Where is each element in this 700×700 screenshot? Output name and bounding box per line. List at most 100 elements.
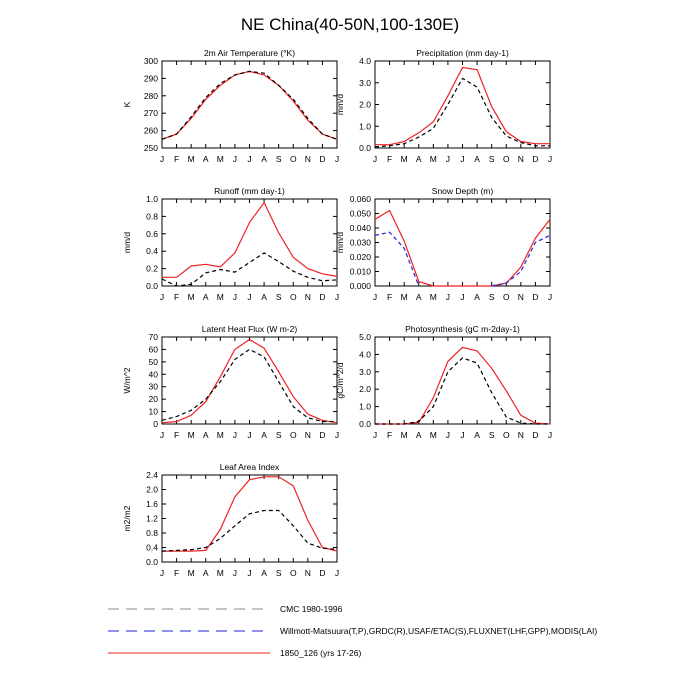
series-line-1 bbox=[161, 509, 338, 552]
x-tick-label: J bbox=[247, 292, 251, 302]
y-tick-label: 0.030 bbox=[350, 238, 372, 248]
y-tick-label: 0.6 bbox=[146, 229, 158, 239]
plot-frame bbox=[374, 60, 551, 149]
plot-frame bbox=[161, 198, 338, 287]
chart-panel-0: 2m Air Temperature (°K) K 250 260 270 280 290 3… bbox=[122, 48, 339, 164]
x-tick-label: M bbox=[401, 154, 408, 164]
y-tick-label: 50 bbox=[149, 357, 159, 367]
chart-panel-1: Precipitation (mm day-1) mm/d 0.0 1.0 2.0 3.0… bbox=[335, 48, 552, 164]
x-tick-label: A bbox=[203, 154, 209, 164]
chart-title: 2m Air Temperature (°K) bbox=[204, 48, 295, 58]
x-tick-label: N bbox=[518, 292, 524, 302]
chart-title: Precipitation (mm day-1) bbox=[416, 48, 509, 58]
y-tick-label: 60 bbox=[149, 344, 159, 354]
x-tick-label: A bbox=[203, 568, 209, 578]
series-line-0 bbox=[374, 209, 551, 287]
y-tick-label: 70 bbox=[149, 332, 159, 342]
x-tick-label: J bbox=[373, 430, 377, 440]
x-tick-label: J bbox=[446, 154, 450, 164]
y-tick-label: 1.0 bbox=[146, 194, 158, 204]
x-tick-label: M bbox=[188, 568, 195, 578]
x-tick-label: A bbox=[474, 154, 480, 164]
y-tick-label: 280 bbox=[144, 91, 158, 101]
x-tick-label: S bbox=[489, 430, 495, 440]
y-tick-label: 5.0 bbox=[359, 332, 371, 342]
x-tick-label: J bbox=[233, 430, 237, 440]
x-tick-label: F bbox=[174, 430, 179, 440]
x-tick-label: J bbox=[446, 430, 450, 440]
x-tick-label: J bbox=[335, 154, 339, 164]
x-tick-label: M bbox=[188, 430, 195, 440]
chart-title: Latent Heat Flux (W m-2) bbox=[202, 324, 298, 334]
x-tick-label: J bbox=[160, 568, 164, 578]
x-tick-label: D bbox=[532, 292, 538, 302]
y-tick-label: 3.0 bbox=[359, 78, 371, 88]
x-tick-label: M bbox=[217, 568, 224, 578]
x-tick-label: M bbox=[217, 292, 224, 302]
x-tick-label: J bbox=[548, 292, 552, 302]
x-tick-label: A bbox=[261, 430, 267, 440]
x-tick-label: S bbox=[489, 292, 495, 302]
y-tick-label: 1.6 bbox=[146, 499, 158, 509]
y-tick-label: 0.8 bbox=[146, 211, 158, 221]
legend-label-1: Willmott-Matsuura(T,P),GRDC(R),USAF/ETAC… bbox=[280, 626, 597, 636]
x-tick-label: M bbox=[217, 154, 224, 164]
x-tick-label: F bbox=[387, 154, 392, 164]
x-tick-label: N bbox=[305, 154, 311, 164]
series-line-0 bbox=[162, 476, 338, 552]
series-line-0 bbox=[161, 70, 338, 140]
y-tick-label: 260 bbox=[144, 126, 158, 136]
x-tick-label: A bbox=[416, 292, 422, 302]
chart-panel-5: Photosynthesis (gC m-2day-1) gC/m^2/d 0.0 1… bbox=[335, 324, 552, 440]
x-tick-label: J bbox=[460, 154, 464, 164]
x-tick-label: N bbox=[305, 430, 311, 440]
x-tick-label: M bbox=[430, 292, 437, 302]
y-axis-label: mm/d bbox=[122, 232, 132, 254]
y-axis-label: m2/m2 bbox=[122, 505, 132, 531]
x-tick-label: N bbox=[305, 568, 311, 578]
x-tick-label: F bbox=[174, 292, 179, 302]
y-tick-label: 0.2 bbox=[146, 264, 158, 274]
y-tick-label: 290 bbox=[144, 73, 158, 83]
y-tick-label: 0.0 bbox=[146, 557, 158, 567]
series-line-1 bbox=[374, 231, 551, 287]
x-tick-label: J bbox=[460, 292, 464, 302]
y-tick-label: 20 bbox=[149, 394, 159, 404]
chart-panel-6: Leaf Area Index m2/m2 0.0 0.4 0.8 1.2 1.6 2.0 2.… bbox=[122, 462, 339, 578]
x-tick-label: J bbox=[247, 430, 251, 440]
x-tick-label: O bbox=[290, 430, 297, 440]
x-tick-label: D bbox=[532, 154, 538, 164]
y-tick-label: 1.0 bbox=[359, 402, 371, 412]
x-tick-label: J bbox=[160, 154, 164, 164]
chart-panel-4: Latent Heat Flux (W m-2) W/m^2 0 10 20 30 40 50… bbox=[122, 324, 339, 440]
y-tick-label: 0.010 bbox=[350, 267, 372, 277]
x-tick-label: F bbox=[387, 292, 392, 302]
y-axis-label: mm/d bbox=[335, 94, 345, 116]
x-tick-label: N bbox=[305, 292, 311, 302]
y-axis-label: mm/d bbox=[335, 232, 345, 254]
x-tick-label: J bbox=[233, 568, 237, 578]
x-tick-label: N bbox=[518, 154, 524, 164]
x-tick-label: M bbox=[430, 430, 437, 440]
x-tick-label: N bbox=[518, 430, 524, 440]
y-tick-label: 2.0 bbox=[359, 100, 371, 110]
y-tick-label: 250 bbox=[144, 143, 158, 153]
y-tick-label: 40 bbox=[149, 369, 159, 379]
charts-group: 2m Air Temperature (°K) K 250 260 270 280 290 3… bbox=[122, 48, 552, 578]
y-tick-label: 0.0 bbox=[359, 143, 371, 153]
y-tick-label: 0.060 bbox=[350, 194, 372, 204]
x-tick-label: F bbox=[174, 568, 179, 578]
x-tick-label: J bbox=[335, 292, 339, 302]
legend-label-2: 1850_126 (yrs 17-26) bbox=[280, 648, 361, 658]
chart-title: Leaf Area Index bbox=[220, 462, 280, 472]
chart-panel-2: Runoff (mm day-1) mm/d 0.0 0.2 0.4 0.6 0.8 1.0 J… bbox=[122, 186, 339, 302]
y-tick-label: 4.0 bbox=[359, 56, 371, 66]
x-tick-label: O bbox=[503, 154, 510, 164]
x-tick-label: J bbox=[373, 154, 377, 164]
x-tick-label: D bbox=[319, 430, 325, 440]
y-tick-label: 0 bbox=[153, 419, 158, 429]
x-tick-label: J bbox=[247, 568, 251, 578]
chart-title: Runoff (mm day-1) bbox=[214, 186, 285, 196]
x-tick-label: J bbox=[460, 430, 464, 440]
